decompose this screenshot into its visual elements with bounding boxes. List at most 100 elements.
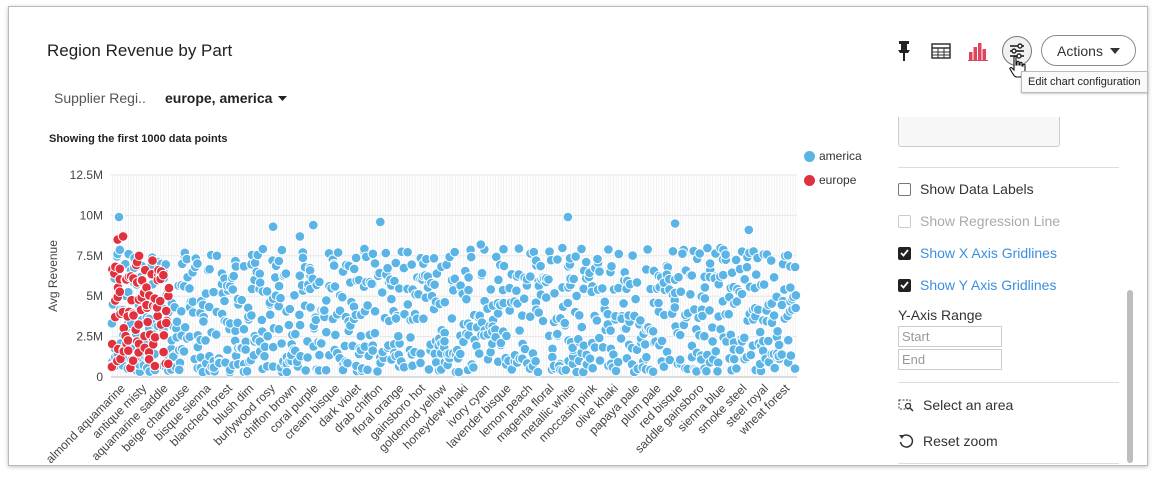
check-icon: [900, 249, 909, 257]
data-point-america: [513, 243, 525, 254]
data-point-europe: [122, 335, 134, 346]
data-point-america: [284, 303, 296, 315]
checkbox-data-labels[interactable]: [898, 182, 911, 196]
data-point-america: [485, 346, 496, 358]
data-point-america: [332, 247, 344, 258]
data-point-europe: [123, 345, 134, 356]
data-point-europe: [161, 317, 172, 329]
data-point-america: [316, 338, 327, 349]
option-label: Show X Axis Gridlines: [920, 245, 1057, 261]
data-point-america: [280, 268, 292, 279]
data-point-america: [723, 308, 735, 320]
option-show-x-gridlines[interactable]: Show X Axis Gridlines: [898, 245, 1057, 261]
data-point-america: [308, 219, 319, 231]
data-point-america: [597, 283, 608, 294]
data-point-america: [574, 310, 585, 321]
panel-divider: [898, 463, 1119, 464]
reset-zoom-button[interactable]: Reset zoom: [898, 433, 998, 449]
config-field-box[interactable]: [898, 117, 1060, 147]
legend-item-america[interactable]: america: [804, 144, 862, 168]
data-point-america: [768, 272, 780, 283]
data-point-america: [612, 356, 624, 368]
data-point-america: [227, 284, 239, 295]
data-point-america: [754, 326, 766, 338]
data-point-america: [254, 268, 266, 280]
data-point-america: [294, 319, 306, 331]
bar-chart-icon[interactable]: [964, 37, 992, 65]
data-point-america: [782, 250, 794, 261]
data-point-america: [297, 252, 309, 264]
data-point-america: [606, 261, 617, 272]
data-point-europe: [163, 358, 174, 370]
y-tick-label: 7.5M: [76, 249, 103, 263]
data-point-america: [367, 248, 379, 260]
data-point-america: [283, 319, 295, 331]
option-show-data-labels[interactable]: Show Data Labels: [898, 181, 1034, 197]
checkbox-y-gridlines[interactable]: [898, 278, 911, 292]
table-icon[interactable]: [927, 37, 955, 65]
data-point-america: [567, 342, 578, 354]
data-point-america: [731, 296, 743, 307]
data-point-america: [498, 243, 509, 255]
data-point-america: [699, 282, 711, 293]
data-point-america: [256, 314, 268, 326]
data-point-america: [337, 291, 348, 303]
data-point-america: [533, 307, 545, 318]
data-point-america: [455, 348, 466, 360]
legend-item-europe[interactable]: europe: [804, 168, 862, 192]
legend-label-europe: europe: [819, 173, 857, 187]
data-point-america: [576, 321, 588, 333]
select-area-button[interactable]: Select an area: [898, 397, 1013, 413]
data-point-america: [603, 244, 614, 255]
data-point-america: [439, 296, 451, 308]
data-point-america: [386, 293, 397, 305]
filter-dropdown[interactable]: europe, america: [165, 90, 288, 106]
data-point-america: [745, 349, 757, 361]
caret-down-icon: [1109, 47, 1120, 54]
data-point-america: [773, 339, 785, 351]
data-point-america: [222, 344, 233, 356]
data-point-america: [734, 344, 746, 356]
pin-icon[interactable]: [890, 37, 918, 65]
data-point-america: [415, 357, 426, 369]
y-tick-label: 5M: [86, 289, 103, 303]
data-point-america: [267, 221, 279, 232]
panel-scrollbar[interactable]: [1127, 290, 1133, 463]
y-tick-label: 10M: [80, 208, 103, 222]
data-point-america: [535, 260, 546, 272]
data-point-america: [702, 242, 713, 254]
data-point-america: [418, 313, 429, 324]
data-point-america: [736, 288, 748, 300]
actions-button[interactable]: Actions: [1041, 35, 1136, 66]
checkbox-x-gridlines[interactable]: [898, 246, 911, 260]
data-point-america: [768, 310, 780, 321]
data-point-america: [375, 216, 386, 228]
data-point-europe: [143, 354, 155, 365]
data-point-america: [653, 297, 664, 309]
chart-legend: america europe: [804, 144, 862, 192]
data-point-america: [592, 253, 603, 265]
filter-label: Supplier Regi..: [54, 90, 146, 106]
data-point-america: [211, 250, 223, 262]
data-point-america: [528, 246, 540, 258]
data-point-america: [730, 254, 742, 266]
data-point-america: [594, 355, 606, 366]
data-point-america: [257, 243, 269, 255]
data-point-america: [591, 315, 603, 326]
y-axis-label: Avg Revenue: [46, 240, 60, 312]
data-point-america: [355, 330, 367, 342]
data-point-america: [294, 231, 306, 242]
data-point-america: [639, 339, 651, 350]
data-point-america: [178, 346, 190, 357]
y-axis-start-input[interactable]: [898, 326, 1002, 347]
data-point-america: [552, 328, 563, 340]
data-point-america: [669, 218, 681, 229]
y-axis-end-input[interactable]: [898, 349, 1002, 370]
data-point-america: [210, 329, 222, 340]
data-point-america: [674, 354, 686, 365]
data-point-america: [789, 261, 801, 273]
option-show-y-gridlines[interactable]: Show Y Axis Gridlines: [898, 277, 1056, 293]
data-point-america: [275, 292, 286, 304]
data-point-america: [261, 286, 273, 297]
